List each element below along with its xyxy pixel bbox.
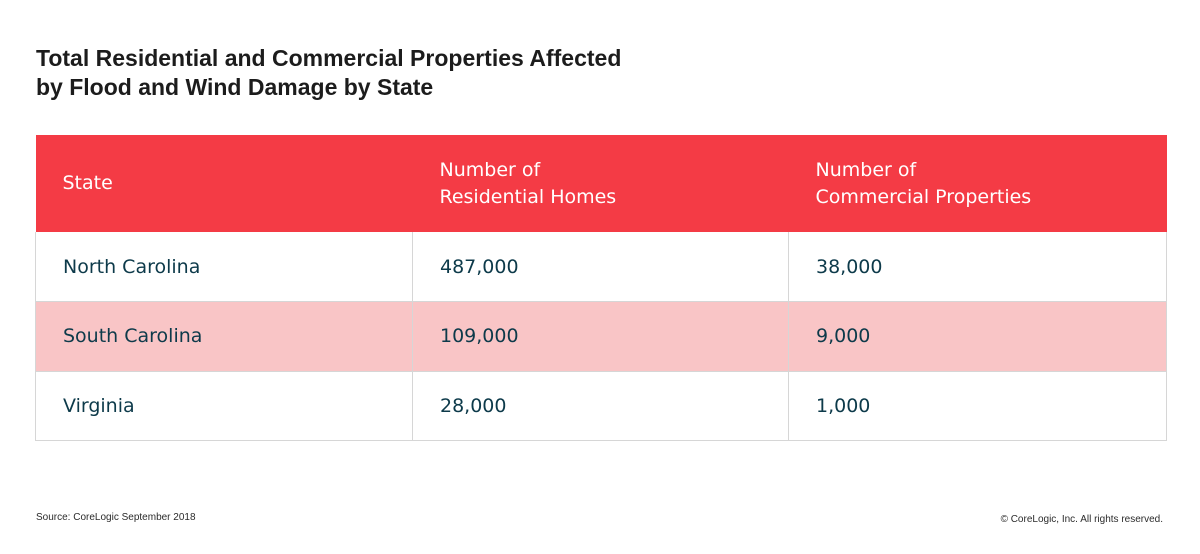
cell-state: South Carolina (35, 301, 413, 372)
table-row: North Carolina 487,000 38,000 (35, 232, 1167, 302)
cell-commercial: 1,000 (788, 371, 1167, 441)
cell-commercial: 9,000 (788, 301, 1167, 372)
cell-residential: 487,000 (412, 232, 789, 302)
source-note: Source: CoreLogic September 2018 (36, 512, 196, 523)
cell-residential: 109,000 (412, 301, 789, 372)
header-residential: Number of Residential Homes (413, 135, 789, 232)
header-commercial: Number of Commercial Properties (789, 135, 1167, 232)
chart-title-line-2: by Flood and Wind Damage by State (36, 74, 434, 100)
header-residential-line-1: Number of (439, 158, 541, 181)
table-header: State Number of Residential Homes Number… (35, 135, 1167, 232)
chart-title-line-1: Total Residential and Commercial Propert… (36, 45, 622, 71)
table-row: South Carolina 109,000 9,000 (35, 301, 1167, 372)
cell-state: Virginia (35, 371, 413, 441)
cell-state: North Carolina (35, 232, 413, 302)
properties-table: State Number of Residential Homes Number… (35, 135, 1167, 441)
header-residential-line-2: Residential Homes (439, 185, 617, 208)
header-commercial-line-2: Commercial Properties (815, 185, 1032, 208)
copyright-note: © CoreLogic, Inc. All rights reserved. (1000, 514, 1163, 525)
header-commercial-line-1: Number of (815, 158, 917, 181)
header-row: State Number of Residential Homes Number… (35, 135, 1167, 232)
cell-residential: 28,000 (412, 371, 789, 441)
header-state: State (36, 135, 413, 232)
chart-title: Total Residential and Commercial Propert… (36, 44, 936, 102)
header-state-line-1: State (62, 172, 113, 194)
cell-commercial: 38,000 (788, 232, 1167, 302)
table-body: North Carolina 487,000 38,000 South Caro… (35, 232, 1167, 441)
table-row: Virginia 28,000 1,000 (35, 371, 1167, 441)
